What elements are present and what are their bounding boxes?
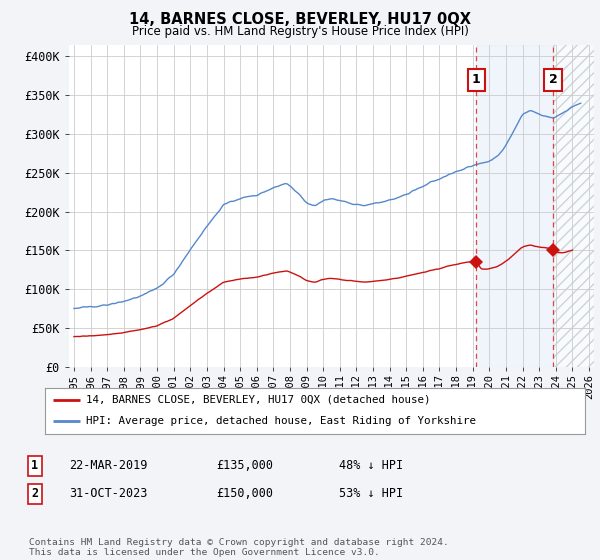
Bar [553, 45, 594, 367]
Text: 48% ↓ HPI: 48% ↓ HPI [339, 459, 403, 473]
Text: 2: 2 [31, 487, 38, 501]
Text: Contains HM Land Registry data © Crown copyright and database right 2024.
This d: Contains HM Land Registry data © Crown c… [29, 538, 449, 557]
Text: Price paid vs. HM Land Registry's House Price Index (HPI): Price paid vs. HM Land Registry's House … [131, 25, 469, 38]
Text: 14, BARNES CLOSE, BEVERLEY, HU17 0QX (detached house): 14, BARNES CLOSE, BEVERLEY, HU17 0QX (de… [86, 395, 430, 404]
Text: 22-MAR-2019: 22-MAR-2019 [69, 459, 148, 473]
Bar [476, 45, 553, 367]
Text: 53% ↓ HPI: 53% ↓ HPI [339, 487, 403, 501]
Text: 1: 1 [472, 73, 481, 86]
Bar [553, 45, 594, 367]
Text: 2: 2 [548, 73, 557, 86]
Text: HPI: Average price, detached house, East Riding of Yorkshire: HPI: Average price, detached house, East… [86, 416, 476, 426]
Text: 1: 1 [31, 459, 38, 473]
Text: 31-OCT-2023: 31-OCT-2023 [69, 487, 148, 501]
Text: £150,000: £150,000 [216, 487, 273, 501]
Text: 14, BARNES CLOSE, BEVERLEY, HU17 0QX: 14, BARNES CLOSE, BEVERLEY, HU17 0QX [129, 12, 471, 27]
Text: £135,000: £135,000 [216, 459, 273, 473]
